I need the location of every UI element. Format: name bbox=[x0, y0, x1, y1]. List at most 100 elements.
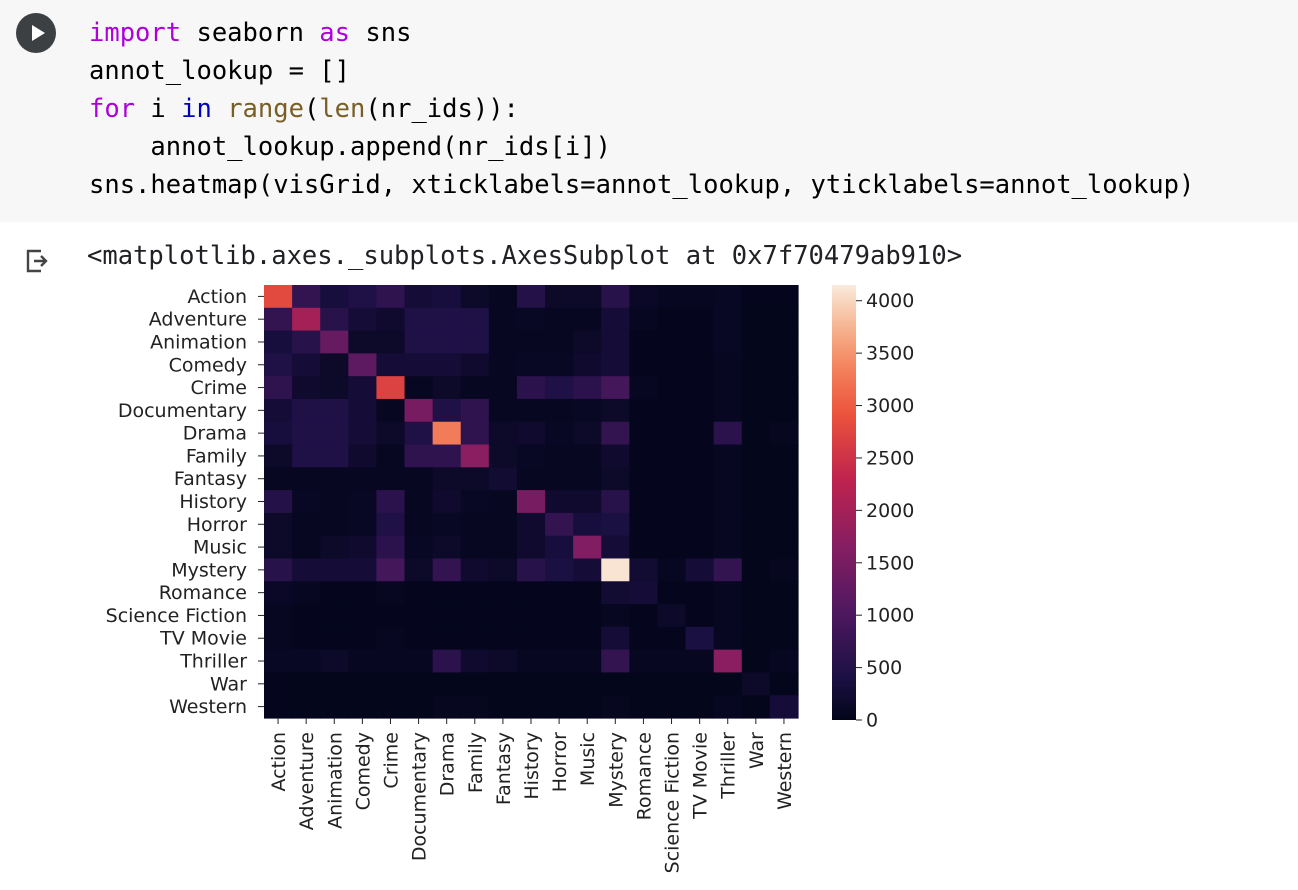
y-tick-label: Mystery bbox=[171, 559, 247, 581]
heatmap-cell bbox=[769, 626, 799, 651]
heatmap-cell bbox=[264, 672, 293, 696]
heatmap-cell bbox=[348, 307, 378, 332]
heatmap-cell bbox=[264, 353, 293, 377]
heatmap-cell bbox=[629, 558, 659, 582]
heatmap-cell bbox=[516, 376, 546, 400]
heatmap-cell bbox=[629, 626, 659, 651]
heatmap-cell bbox=[264, 285, 293, 309]
y-tick-label: Animation bbox=[150, 331, 247, 353]
heatmap-cell bbox=[657, 376, 687, 400]
heatmap-cell bbox=[432, 398, 462, 423]
heatmap-cell bbox=[264, 626, 293, 651]
heatmap-cell bbox=[685, 649, 715, 674]
x-tick-label: Thriller bbox=[718, 732, 740, 800]
heatmap-cell bbox=[741, 376, 771, 400]
heatmap-cell bbox=[404, 558, 434, 582]
x-tick-label: Romance bbox=[633, 732, 655, 820]
heatmap-cell bbox=[769, 512, 799, 537]
heatmap-cell bbox=[348, 558, 378, 582]
heatmap-cell bbox=[348, 467, 378, 491]
heatmap-cell bbox=[320, 330, 349, 354]
heatmap-cell bbox=[320, 467, 349, 491]
heatmap-cell bbox=[488, 626, 518, 651]
heatmap-cell bbox=[376, 558, 406, 582]
heatmap-cell bbox=[601, 695, 630, 719]
heatmap-cell bbox=[573, 626, 602, 651]
heatmap-cell bbox=[488, 558, 518, 582]
colorbar bbox=[832, 285, 856, 720]
heatmap-cell bbox=[320, 421, 349, 446]
heatmap-cell bbox=[488, 467, 518, 491]
heatmap-cell bbox=[573, 444, 602, 468]
heatmap-cell bbox=[545, 490, 574, 514]
heatmap-cell bbox=[629, 421, 659, 446]
heatmap-cell bbox=[769, 285, 799, 309]
heatmap-cell bbox=[432, 376, 462, 400]
heatmap-cell bbox=[292, 353, 321, 377]
heatmap-cell bbox=[545, 626, 574, 651]
heatmap-cell bbox=[404, 285, 434, 309]
heatmap-cell bbox=[376, 604, 406, 628]
heatmap-cell bbox=[292, 604, 321, 628]
heatmap-cell bbox=[601, 581, 630, 605]
heatmap-cell bbox=[601, 490, 630, 514]
heatmap-cell bbox=[741, 467, 771, 491]
heatmap-cell bbox=[741, 558, 771, 582]
y-tick-label: Romance bbox=[159, 582, 247, 604]
heatmap-cell bbox=[601, 285, 630, 309]
heatmap-cell bbox=[320, 558, 349, 582]
heatmap-cell bbox=[460, 444, 490, 468]
heatmap-cell bbox=[769, 421, 799, 446]
heatmap-cell bbox=[432, 604, 462, 628]
heatmap-cell bbox=[292, 307, 321, 332]
y-tick-label: Action bbox=[187, 286, 247, 308]
heatmap-cell bbox=[545, 649, 574, 674]
code-cell[interactable]: import seaborn as sns annot_lookup = [] … bbox=[0, 0, 1298, 222]
heatmap-cell bbox=[376, 581, 406, 605]
heatmap-cell bbox=[685, 330, 715, 354]
heatmap-cell bbox=[713, 695, 743, 719]
heatmap-cell bbox=[685, 626, 715, 651]
heatmap-cell bbox=[685, 444, 715, 468]
heatmap-cell bbox=[264, 330, 293, 354]
colorbar-tick-label: 4000 bbox=[866, 290, 914, 312]
heatmap-cell bbox=[432, 285, 462, 309]
heatmap-cell bbox=[404, 376, 434, 400]
run-cell-button[interactable] bbox=[16, 13, 56, 53]
heatmap-cell bbox=[292, 467, 321, 491]
heatmap-cell bbox=[601, 307, 630, 332]
code-token: in bbox=[181, 94, 212, 124]
code-token: sns bbox=[350, 18, 412, 48]
heatmap-cell bbox=[264, 558, 293, 582]
heatmap-cell bbox=[545, 695, 574, 719]
heatmap-cell bbox=[264, 535, 293, 560]
heatmap-cell bbox=[292, 512, 321, 537]
code-token: import bbox=[89, 18, 182, 48]
code-token: annot_lookup = [] bbox=[89, 56, 350, 86]
x-tick-label: Action bbox=[268, 732, 290, 792]
x-tick-label: Comedy bbox=[352, 732, 374, 810]
heatmap-cell bbox=[376, 376, 406, 400]
heatmap-cell bbox=[348, 604, 378, 628]
heatmap-cell bbox=[460, 398, 490, 423]
heatmap-cell bbox=[320, 398, 349, 423]
heatmap-cell bbox=[573, 398, 602, 423]
heatmap-cell bbox=[685, 307, 715, 332]
heatmap-cell bbox=[741, 398, 771, 423]
heatmap-cell bbox=[713, 421, 743, 446]
code-line: annot_lookup.append(nr_ids[i]) bbox=[89, 132, 611, 162]
heatmap-cell bbox=[713, 604, 743, 628]
heatmap-cell bbox=[629, 444, 659, 468]
heatmap-cell bbox=[657, 421, 687, 446]
code-token: range bbox=[227, 94, 304, 124]
heatmap-cell bbox=[741, 695, 771, 719]
heatmap-cell bbox=[657, 558, 687, 582]
heatmap-cell bbox=[488, 535, 518, 560]
heatmap-cell bbox=[573, 467, 602, 491]
code-editor[interactable]: import seaborn as sns annot_lookup = [] … bbox=[89, 14, 1194, 204]
heatmap-cell bbox=[460, 467, 490, 491]
heatmap-cell bbox=[573, 353, 602, 377]
heatmap-cell bbox=[573, 490, 602, 514]
heatmap-cell bbox=[769, 398, 799, 423]
heatmap-cell bbox=[404, 695, 434, 719]
